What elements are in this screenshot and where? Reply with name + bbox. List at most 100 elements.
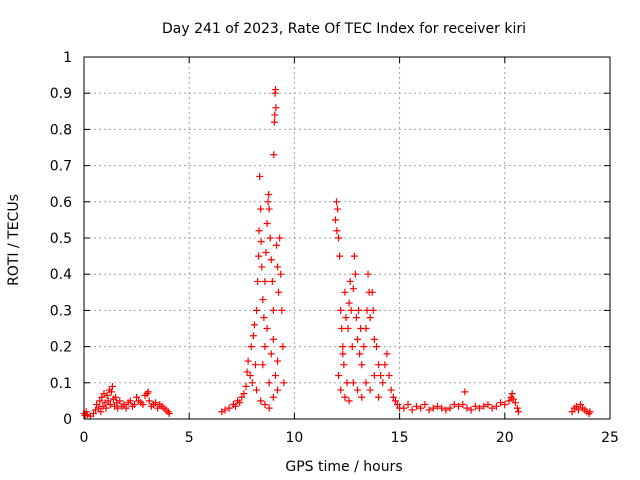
data-point (366, 314, 374, 322)
data-point (331, 216, 339, 224)
data-point (334, 205, 342, 213)
data-point (514, 408, 522, 416)
data-point (112, 393, 120, 401)
data-point (476, 404, 484, 412)
x-axis-label: GPS time / hours (285, 459, 402, 475)
data-point (104, 397, 112, 405)
data-point (269, 393, 277, 401)
data-point (259, 296, 267, 304)
y-tick-label: 0.2 (50, 340, 72, 356)
data-point (247, 343, 255, 351)
data-point (368, 288, 376, 296)
data-point (114, 404, 122, 412)
data-point (106, 401, 114, 409)
data-point (231, 402, 239, 410)
data-point (270, 118, 278, 126)
data-point (255, 227, 263, 235)
data-point (93, 401, 101, 409)
data-point (89, 410, 97, 418)
scatter-points (80, 86, 594, 420)
data-point (236, 399, 244, 407)
data-point (372, 343, 380, 351)
data-point (263, 220, 271, 228)
data-point (96, 397, 104, 405)
data-point (375, 393, 383, 401)
chart-title: Day 241 of 2023, Rate Of TEC Index for r… (162, 21, 526, 37)
y-tick-label: 0.7 (50, 159, 72, 175)
data-point (488, 404, 496, 412)
data-point (346, 277, 354, 285)
data-point (393, 401, 401, 409)
data-point (480, 402, 488, 410)
data-point (366, 386, 374, 394)
x-tick-label: 20 (496, 430, 514, 446)
data-point (271, 86, 279, 94)
data-point (254, 277, 262, 285)
data-point (253, 306, 261, 314)
data-point (345, 397, 353, 405)
data-point (343, 379, 351, 387)
data-point (505, 397, 513, 405)
data-point (332, 198, 340, 206)
data-point (242, 382, 250, 390)
data-point (139, 401, 147, 409)
data-point (339, 343, 347, 351)
data-point (267, 256, 275, 264)
data-point (370, 335, 378, 343)
data-point (349, 285, 357, 293)
grid (84, 57, 610, 419)
data-point (358, 361, 366, 369)
data-point (238, 393, 246, 401)
data-point (385, 372, 393, 380)
data-point (263, 325, 271, 332)
data-point (389, 393, 397, 401)
data-point (257, 397, 265, 405)
data-point (484, 401, 492, 409)
data-point (509, 395, 517, 403)
data-point (338, 325, 346, 332)
data-point (461, 388, 469, 396)
data-point (347, 306, 355, 314)
y-tick-label: 0 (63, 412, 72, 428)
data-point (352, 314, 360, 322)
data-point (356, 350, 364, 358)
data-point (225, 404, 233, 412)
data-point (364, 270, 372, 278)
data-point (339, 350, 347, 358)
data-point (251, 361, 259, 369)
data-point (130, 401, 138, 409)
data-point (253, 386, 261, 394)
data-point (354, 386, 362, 394)
data-point (497, 399, 505, 407)
data-point (240, 390, 248, 398)
data-point (513, 404, 521, 412)
data-point (272, 104, 280, 112)
data-point (383, 350, 391, 358)
data-point (122, 404, 130, 412)
data-point (116, 397, 124, 405)
data-point (271, 111, 279, 119)
data-point (362, 325, 370, 332)
data-point (259, 361, 267, 369)
data-point (257, 238, 265, 246)
data-point (273, 241, 281, 249)
data-point (265, 379, 273, 387)
data-point (391, 397, 399, 405)
data-point (249, 332, 257, 340)
data-point (362, 379, 370, 387)
data-point (345, 299, 353, 307)
data-point (152, 399, 160, 407)
data-point (387, 386, 395, 394)
data-point (337, 306, 345, 314)
data-point (348, 343, 356, 351)
y-tick-label: 0.6 (50, 195, 72, 211)
y-axis-label: ROTI / TECUs (6, 194, 22, 286)
data-point (333, 227, 341, 235)
y-tick-label: 0.8 (50, 122, 72, 138)
data-point (363, 306, 371, 314)
data-point (381, 361, 389, 369)
data-point (103, 391, 111, 399)
data-point (417, 404, 425, 412)
data-point (446, 404, 454, 412)
